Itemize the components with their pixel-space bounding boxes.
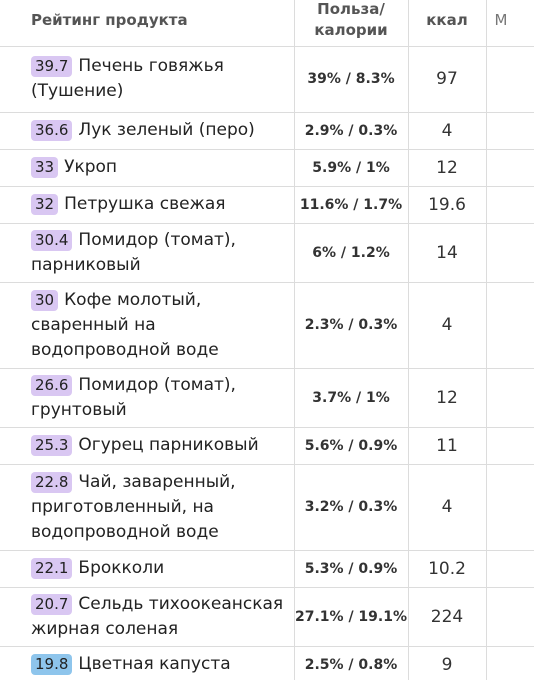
- table-row[interactable]: 20.7 Сельдь тихоокеанская жирная соленая …: [0, 586, 534, 646]
- product-cell: 20.7 Сельдь тихоокеанская жирная соленая: [0, 586, 294, 646]
- more-cell: [485, 586, 534, 646]
- column-header-ratio-line1: Польза/: [317, 0, 385, 18]
- product-cell: 22.1 Брокколи: [0, 549, 294, 587]
- product-cell: 32 Петрушка свежая: [0, 185, 294, 223]
- table-row[interactable]: 39.7 Печень говяжья (Тушение) 39% / 8.3% …: [0, 45, 534, 112]
- product-cell: 25.3 Огурец парниковый: [0, 426, 294, 464]
- product-cell: 30 Кофе молотый, сваренный на водопроводн…: [0, 281, 294, 368]
- rating-badge: 30: [31, 289, 59, 311]
- product-name[interactable]: Петрушка свежая: [64, 194, 226, 214]
- kcal-cell: 12: [407, 367, 486, 427]
- rating-badge: 36.6: [31, 120, 73, 141]
- ratio-cell: 5.9% / 1%: [293, 148, 408, 186]
- ratio-cell: 39% / 8.3%: [293, 45, 408, 112]
- rating-badge: 22.8: [31, 471, 73, 493]
- product-name[interactable]: Лук зеленый (перо): [78, 120, 255, 140]
- table-row[interactable]: 22.8 Чай, заваренный, приготовленный, на …: [0, 463, 534, 550]
- product-cell: 36.6 Лук зеленый (перо): [0, 111, 294, 149]
- kcal-cell: 14: [407, 222, 486, 282]
- product-name[interactable]: Укроп: [64, 157, 118, 177]
- more-cell: [485, 185, 534, 223]
- product-name[interactable]: Чай, заваренный, приготовленный, на водо…: [31, 471, 236, 542]
- more-cell: [485, 111, 534, 149]
- product-cell: 22.8 Чай, заваренный, приготовленный, на …: [0, 463, 294, 550]
- column-header-product[interactable]: Рейтинг продукта: [31, 10, 188, 29]
- rating-badge: 26.6: [31, 374, 73, 396]
- more-cell: [485, 426, 534, 464]
- ratio-cell: 27.1% / 19.1%: [293, 586, 408, 646]
- more-cell: [485, 367, 534, 427]
- more-cell: [485, 549, 534, 587]
- product-name[interactable]: Помидор (томат), грунтовый: [31, 374, 236, 420]
- kcal-cell: 12: [407, 148, 486, 186]
- more-cell: [485, 645, 534, 680]
- table-row[interactable]: 32 Петрушка свежая 11.6% / 1.7% 19.6: [0, 185, 534, 223]
- more-cell: [485, 463, 534, 550]
- table-row[interactable]: 26.6 Помидор (томат), грунтовый 3.7% / 1%…: [0, 367, 534, 427]
- column-header-kcal[interactable]: ккал: [407, 0, 486, 46]
- table-row[interactable]: 33 Укроп 5.9% / 1% 12: [0, 148, 534, 186]
- rating-badge: 22.1: [31, 558, 73, 579]
- ratio-cell: 5.6% / 0.9%: [293, 426, 408, 464]
- rating-badge: 30.4: [31, 229, 73, 251]
- kcal-cell: 9: [407, 645, 486, 680]
- more-cell: [485, 222, 534, 282]
- product-name[interactable]: Цветная капуста: [78, 654, 231, 675]
- rating-badge: 39.7: [31, 56, 73, 77]
- ratio-cell: 2.9% / 0.3%: [293, 111, 408, 149]
- product-name[interactable]: Печень говяжья (Тушение): [31, 56, 224, 101]
- more-cell: [485, 45, 534, 112]
- kcal-cell: 10.2: [407, 549, 486, 587]
- product-name[interactable]: Сельдь тихоокеанская жирная соленая: [31, 593, 284, 639]
- kcal-cell: 4: [407, 463, 486, 550]
- kcal-cell: 97: [407, 45, 486, 112]
- product-name[interactable]: Кофе молотый, сваренный на водопроводной…: [31, 289, 219, 360]
- table-row[interactable]: 19.8 Цветная капуста 2.5% / 0.8% 9: [0, 645, 534, 680]
- column-header-ratio[interactable]: Польза/ калории: [293, 0, 408, 46]
- kcal-cell: 224: [407, 586, 486, 646]
- product-cell: 33 Укроп: [0, 148, 294, 186]
- kcal-cell: 19.6: [407, 185, 486, 223]
- column-header-ratio-line2: калории: [314, 20, 388, 39]
- rating-badge: 25.3: [31, 435, 73, 456]
- table-header-row: Рейтинг продукта Польза/ калории ккал М: [0, 0, 534, 46]
- table-row[interactable]: 36.6 Лук зеленый (перо) 2.9% / 0.3% 4: [0, 111, 534, 149]
- kcal-cell: 4: [407, 111, 486, 149]
- product-cell: 30.4 Помидор (томат), парниковый: [0, 222, 294, 282]
- more-cell: [485, 281, 534, 368]
- ratio-cell: 6% / 1.2%: [293, 222, 408, 282]
- column-header-more[interactable]: М: [485, 0, 534, 46]
- ratio-cell: 3.7% / 1%: [293, 367, 408, 427]
- kcal-cell: 11: [407, 426, 486, 464]
- rating-badge: 19.8: [31, 654, 73, 676]
- ratio-cell: 5.3% / 0.9%: [293, 549, 408, 587]
- kcal-cell: 4: [407, 281, 486, 368]
- ratio-cell: 11.6% / 1.7%: [293, 185, 408, 223]
- rating-badge: 33: [31, 157, 59, 178]
- ratio-cell: 2.5% / 0.8%: [293, 645, 408, 680]
- table-row[interactable]: 30.4 Помидор (томат), парниковый 6% / 1.2…: [0, 222, 534, 282]
- product-name[interactable]: Помидор (томат), парниковый: [31, 229, 236, 275]
- product-cell: 39.7 Печень говяжья (Тушение): [0, 45, 294, 112]
- table-row[interactable]: 22.1 Брокколи 5.3% / 0.9% 10.2: [0, 549, 534, 587]
- product-cell: 19.8 Цветная капуста: [0, 645, 294, 680]
- table-row[interactable]: 25.3 Огурец парниковый 5.6% / 0.9% 11: [0, 426, 534, 464]
- product-cell: 26.6 Помидор (томат), грунтовый: [0, 367, 294, 427]
- table-row[interactable]: 30 Кофе молотый, сваренный на водопроводн…: [0, 281, 534, 368]
- product-name[interactable]: Брокколи: [78, 558, 165, 578]
- more-cell: [485, 148, 534, 186]
- ratio-cell: 3.2% / 0.3%: [293, 463, 408, 550]
- rating-badge: 20.7: [31, 593, 73, 615]
- product-name[interactable]: Огурец парниковый: [78, 435, 259, 455]
- ratio-cell: 2.3% / 0.3%: [293, 281, 408, 368]
- rating-badge: 32: [31, 194, 59, 215]
